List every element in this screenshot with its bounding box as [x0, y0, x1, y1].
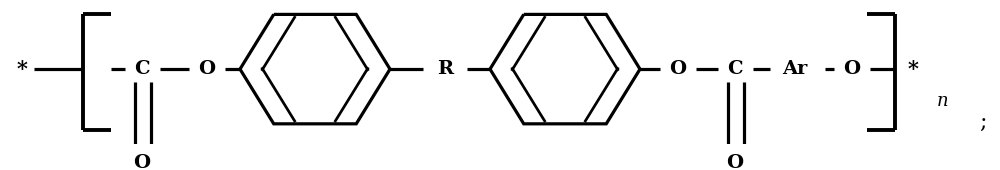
Text: O: O [669, 60, 687, 78]
Text: ;: ; [979, 111, 987, 133]
Text: *: * [17, 59, 27, 79]
Text: O: O [843, 60, 861, 78]
Text: O: O [198, 60, 216, 78]
Text: R: R [437, 60, 453, 78]
Text: n: n [937, 92, 949, 110]
Text: Ar: Ar [782, 60, 808, 78]
Text: O: O [726, 154, 744, 170]
Text: O: O [133, 154, 151, 170]
Text: *: * [908, 59, 918, 79]
Text: C: C [727, 60, 743, 78]
Text: C: C [134, 60, 150, 78]
